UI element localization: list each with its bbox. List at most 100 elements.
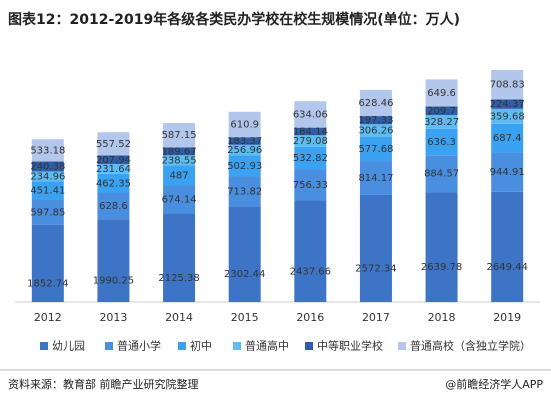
x-tick-label: 2016: [296, 311, 324, 324]
data-label: 587.15: [162, 130, 197, 141]
data-label: 207.94: [96, 155, 131, 166]
data-label: 577.68: [358, 144, 393, 155]
bar-segment: [294, 169, 327, 201]
bar-segment: [359, 116, 392, 125]
legend-swatch: [40, 342, 48, 350]
data-label: 451.41: [30, 186, 65, 197]
bar-segment: [359, 161, 392, 195]
bar-segment: [228, 155, 261, 177]
data-label: 713.82: [227, 186, 262, 197]
data-label: 328.27: [424, 117, 459, 128]
bar-segment: [491, 70, 524, 100]
bar-segment: [228, 111, 261, 138]
data-label: 359.68: [490, 111, 525, 122]
bar-segment: [359, 137, 392, 162]
data-label: 628.6: [99, 201, 128, 212]
bar-segment: [491, 108, 524, 124]
legend-swatch: [398, 342, 406, 350]
data-label: 636.3: [427, 137, 456, 148]
bar-segment: [294, 127, 327, 136]
bar-segment: [294, 135, 327, 147]
data-label: 2572.34: [355, 263, 396, 274]
bar-segment: [163, 155, 196, 166]
bar-segment: [491, 191, 524, 302]
bar-segment: [97, 164, 130, 174]
data-label: 610.9: [230, 120, 259, 131]
x-tick-label: 2015: [231, 311, 259, 324]
bar-segment: [31, 181, 64, 201]
legend-swatch: [233, 342, 241, 350]
bar-segment: [97, 173, 130, 194]
data-label: 1990.25: [93, 276, 134, 287]
bar-segment: [31, 200, 64, 225]
data-label: 628.46: [358, 98, 393, 109]
data-label: 306.26: [358, 126, 393, 137]
chart-title: 图表12：2012-2019年各级各类民办学校在校生规模情况(单位：万人): [8, 11, 460, 28]
data-label: 649.6: [427, 88, 456, 99]
bar-segment: [228, 206, 261, 302]
x-tick-label: 2014: [165, 311, 193, 324]
bar-segment: [294, 101, 327, 128]
bar-segment: [97, 193, 130, 220]
data-label: 487: [170, 170, 189, 181]
legend-label: 中等职业学校: [317, 339, 383, 353]
bar-segment: [359, 194, 392, 302]
legend-label: 普通高校（含独立学院）: [410, 339, 531, 353]
data-label: 231.64: [96, 164, 131, 175]
x-tick-label: 2012: [34, 311, 62, 324]
bar-segment: [31, 139, 64, 162]
legend-swatch: [178, 342, 186, 350]
data-label: 2639.78: [421, 262, 462, 273]
bar-segment: [491, 99, 524, 109]
data-label: 884.57: [424, 169, 459, 180]
bar-segment: [97, 155, 130, 165]
x-tick-label: 2017: [362, 311, 390, 324]
x-tick-label: 2013: [99, 311, 127, 324]
data-label: 2437.66: [290, 266, 331, 277]
data-label: 674.14: [162, 195, 197, 206]
data-label: 279.08: [293, 136, 328, 147]
data-label: 597.85: [30, 207, 65, 218]
data-label: 944.91: [490, 167, 525, 178]
bar-segment: [425, 155, 458, 193]
bar-segment: [97, 132, 130, 156]
data-label: 533.18: [30, 145, 65, 156]
data-label: 1852.74: [27, 278, 68, 289]
bar-segment: [294, 200, 327, 302]
data-label: 708.83: [490, 80, 525, 91]
legend-label: 普通高中: [245, 339, 289, 353]
data-label: 2302.44: [224, 269, 265, 280]
data-label: 756.33: [293, 180, 328, 191]
bar-segment: [425, 115, 458, 129]
source: 资料来源：教育部 前瞻产业研究院整理: [8, 377, 199, 391]
data-label: 183.37: [227, 136, 262, 147]
bar-segment: [163, 165, 196, 186]
bar-segment: [163, 213, 196, 302]
legend-swatch: [105, 342, 113, 350]
data-label: 814.17: [358, 173, 393, 184]
legend-label: 普通小学: [117, 339, 161, 353]
bar-segment: [228, 144, 261, 156]
data-label: 634.06: [293, 109, 328, 120]
bar-segment: [163, 185, 196, 214]
data-label: 557.52: [96, 139, 131, 150]
data-label: 240.38: [30, 161, 65, 172]
data-label: 532.82: [293, 153, 328, 164]
bar-segment: [228, 137, 261, 145]
data-label: 224.37: [490, 99, 525, 110]
bar-segment: [31, 161, 64, 172]
bar-segment: [425, 192, 458, 302]
bar-segment: [359, 124, 392, 138]
data-label: 209.7: [427, 106, 456, 117]
data-label: 234.96: [30, 171, 65, 182]
bar-segment: [491, 123, 524, 153]
data-label: 502.93: [227, 161, 262, 172]
bar-segment: [359, 89, 392, 117]
bar-segment: [425, 128, 458, 156]
legend-swatch: [305, 342, 313, 350]
data-label: 184.14: [293, 126, 328, 137]
x-tick-label: 2018: [428, 311, 456, 324]
bar-segment: [163, 147, 196, 156]
data-label: 2125.38: [158, 273, 199, 284]
